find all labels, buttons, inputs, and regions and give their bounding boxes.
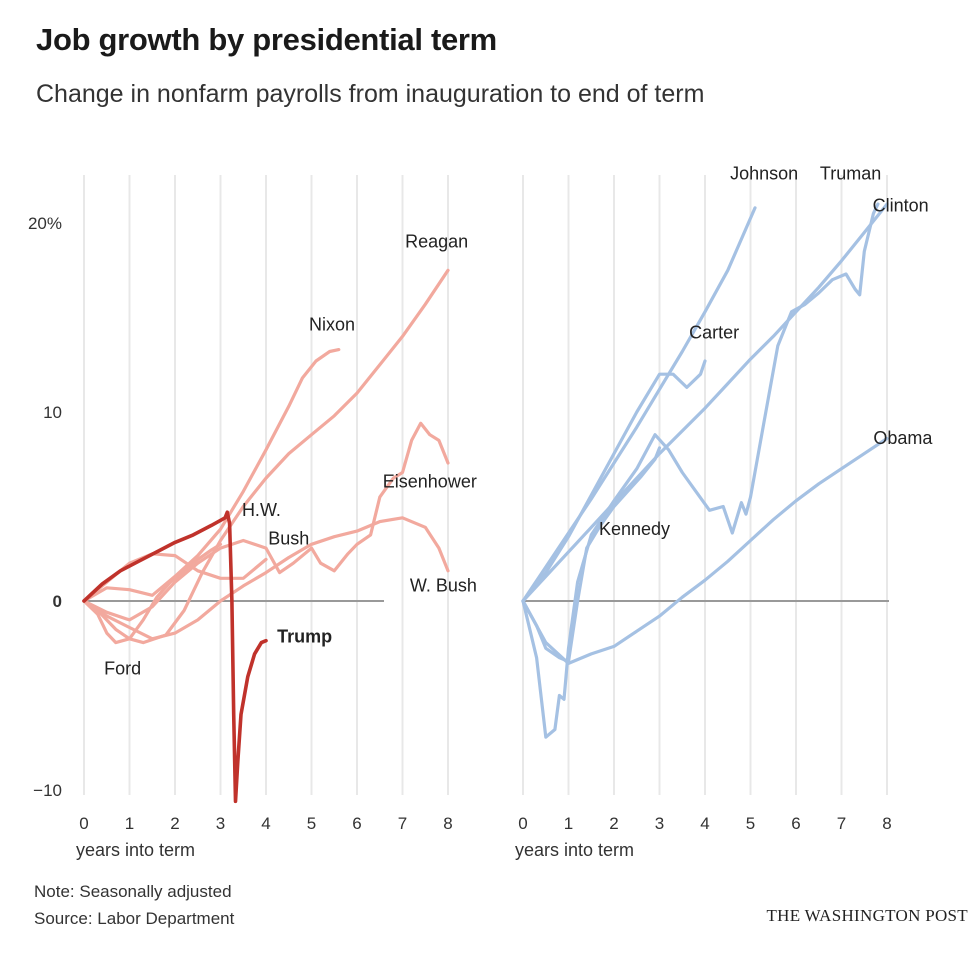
x-tick-label: 0 (79, 814, 88, 833)
series-label: Kennedy (599, 519, 670, 539)
series-line-trump (82, 510, 268, 804)
right-panel-democrats: 0 1 2 3 4 5 6 7 8 years into term Johnson Carter Cli… (515, 164, 933, 860)
note-text: Note: Seasonally adjusted (34, 882, 232, 901)
x-tick-label: 2 (609, 814, 618, 833)
x-tick-label: 7 (398, 814, 407, 833)
series-line-clinton (521, 202, 889, 603)
x-tick-label: 4 (700, 814, 709, 833)
source-text: Source: Labor Department (34, 909, 235, 928)
left-panel-republicans: 20% 10 0 −10 0 1 2 3 4 5 6 7 8 years into term Reagan N… (28, 175, 477, 860)
x-tick-label: 5 (307, 814, 316, 833)
series-label: Eisenhower (383, 472, 477, 492)
series-line-eisenhower (82, 421, 450, 622)
y-tick-label: 0 (53, 592, 62, 611)
series-label: Truman (820, 164, 881, 184)
series-label: Clinton (873, 196, 929, 216)
chart-subtitle: Change in nonfarm payrolls from inaugura… (36, 80, 705, 108)
series-line-obama (521, 436, 889, 665)
x-tick-label: 7 (837, 814, 846, 833)
x-tick-label: 0 (518, 814, 527, 833)
series-label: Carter (689, 322, 739, 342)
x-tick-label: 8 (882, 814, 891, 833)
x-tick-label: 2 (170, 814, 179, 833)
x-tick-label: 3 (216, 814, 225, 833)
x-axis-title: years into term (515, 840, 634, 860)
x-axis-title: years into term (76, 840, 195, 860)
publisher-credit: THE WASHINGTON POST (766, 906, 968, 925)
y-tick-label: 10 (43, 403, 62, 422)
series-line-truman (521, 202, 880, 739)
series-line-kennedy (521, 446, 662, 664)
series-label: Obama (873, 428, 933, 448)
series-label: H.W. (242, 500, 281, 520)
series-label: Nixon (309, 315, 355, 335)
x-tick-label: 4 (261, 814, 270, 833)
y-tick-label: −10 (33, 781, 62, 800)
y-tick-label: 20% (28, 214, 62, 233)
x-tick-label: 6 (352, 814, 361, 833)
x-tick-label: 5 (746, 814, 755, 833)
series-line-johnson (521, 206, 757, 603)
series-label: Ford (104, 659, 141, 679)
x-tick-label: 3 (655, 814, 664, 833)
x-tick-label: 6 (791, 814, 800, 833)
chart-title: Job growth by presidential term (36, 22, 497, 57)
series-label: Trump (277, 627, 332, 647)
series-line-ford (82, 542, 223, 645)
series-line-nixon (82, 348, 341, 603)
series-line-w-bush (82, 516, 450, 641)
series-label: Bush (268, 528, 309, 548)
series-label: W. Bush (410, 576, 477, 596)
x-tick-label: 1 (564, 814, 573, 833)
series-label: Reagan (405, 232, 468, 252)
series-label: Johnson (730, 164, 798, 184)
series-line-carter (521, 359, 707, 603)
x-tick-label: 8 (443, 814, 452, 833)
x-tick-label: 1 (125, 814, 134, 833)
